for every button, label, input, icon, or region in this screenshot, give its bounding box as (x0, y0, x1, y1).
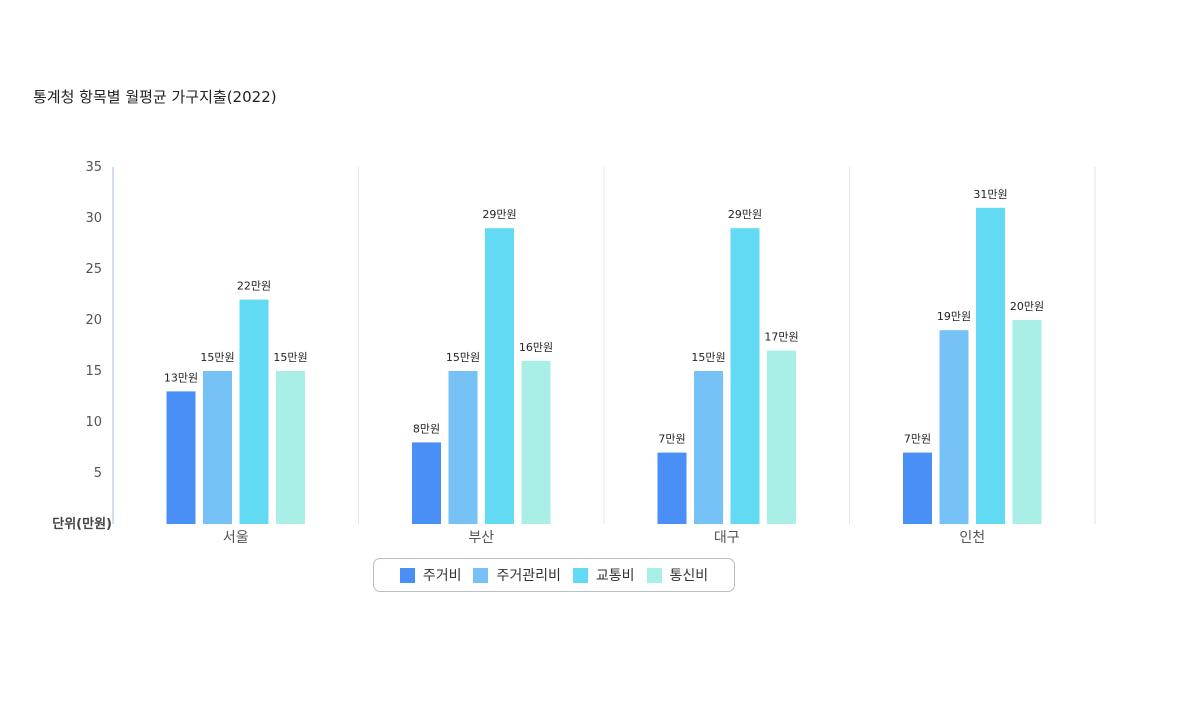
data-label: 16만원 (519, 341, 553, 354)
data-label: 17만원 (764, 331, 798, 344)
bar-1-3[interactable] (657, 452, 687, 524)
bar-1-4[interactable] (903, 452, 932, 524)
legend-swatch (646, 567, 662, 583)
legend-item-4[interactable]: 통신비 (646, 565, 709, 585)
legend-label: 교통비 (595, 568, 635, 584)
legend-label: 주거비 (422, 568, 462, 584)
data-label: 7만원 (658, 433, 685, 446)
data-label: 29만원 (482, 208, 516, 221)
y-tick-label: 15 (85, 364, 102, 379)
data-label: 31만원 (973, 188, 1007, 201)
data-label: 29만원 (728, 208, 762, 221)
bar-2-3[interactable] (694, 371, 723, 524)
y-tick-label: 5 (94, 466, 102, 481)
y-tick-label: 25 (85, 262, 102, 277)
legend-swatch (399, 567, 415, 583)
y-tick-label: 30 (85, 211, 102, 226)
y-tick-label: 10 (85, 415, 102, 430)
data-label: 15만원 (200, 351, 234, 364)
x-tick-label: 인천 (959, 530, 985, 546)
legend-item-3[interactable]: 교통비 (572, 565, 635, 585)
x-tick-label: 대구 (714, 530, 740, 546)
bar-3-4[interactable] (976, 207, 1005, 525)
x-tick-label: 서울 (223, 530, 249, 546)
legend-swatch (572, 567, 588, 583)
bar-4-4[interactable] (1012, 320, 1042, 524)
data-label: 19만원 (937, 310, 971, 323)
data-label: 13만원 (164, 371, 198, 384)
y-tick-label: 35 (85, 160, 102, 175)
bar-3-2[interactable] (485, 228, 514, 524)
legend-swatch (473, 567, 489, 583)
legend-label: 통신비 (669, 568, 709, 584)
y-tick-label: 20 (85, 313, 102, 328)
data-label: 22만원 (237, 280, 271, 293)
bar-4-3[interactable] (767, 350, 796, 524)
data-label: 15만원 (446, 351, 480, 364)
bar-4-2[interactable] (521, 360, 551, 524)
bar-2-2[interactable] (448, 371, 478, 524)
bar-1-2[interactable] (412, 442, 441, 524)
data-label: 20만원 (1010, 300, 1044, 313)
legend-item-1[interactable]: 주거비 (399, 565, 462, 585)
bar-4-1[interactable] (276, 371, 305, 524)
data-label: 8만원 (413, 422, 440, 435)
data-label: 15만원 (691, 351, 725, 364)
bar-2-4[interactable] (939, 330, 969, 524)
data-label: 15만원 (273, 351, 307, 364)
legend-item-2[interactable]: 주거관리비 (473, 565, 561, 585)
legend-label: 주거관리비 (496, 568, 561, 584)
bar-1-1[interactable] (166, 391, 196, 524)
bar-3-3[interactable] (730, 228, 760, 524)
bar-3-1[interactable] (239, 299, 269, 524)
y-axis-unit-label: 단위(만원) (52, 516, 112, 532)
chart-title: 통계청 항목별 월평균 가구지출(2022) (33, 88, 277, 106)
x-tick-label: 부산 (468, 530, 494, 546)
bar-2-1[interactable] (203, 371, 232, 524)
chart-legend: 주거비 주거관리비 교통비 통신비 (373, 558, 735, 592)
data-label: 7만원 (904, 433, 931, 446)
